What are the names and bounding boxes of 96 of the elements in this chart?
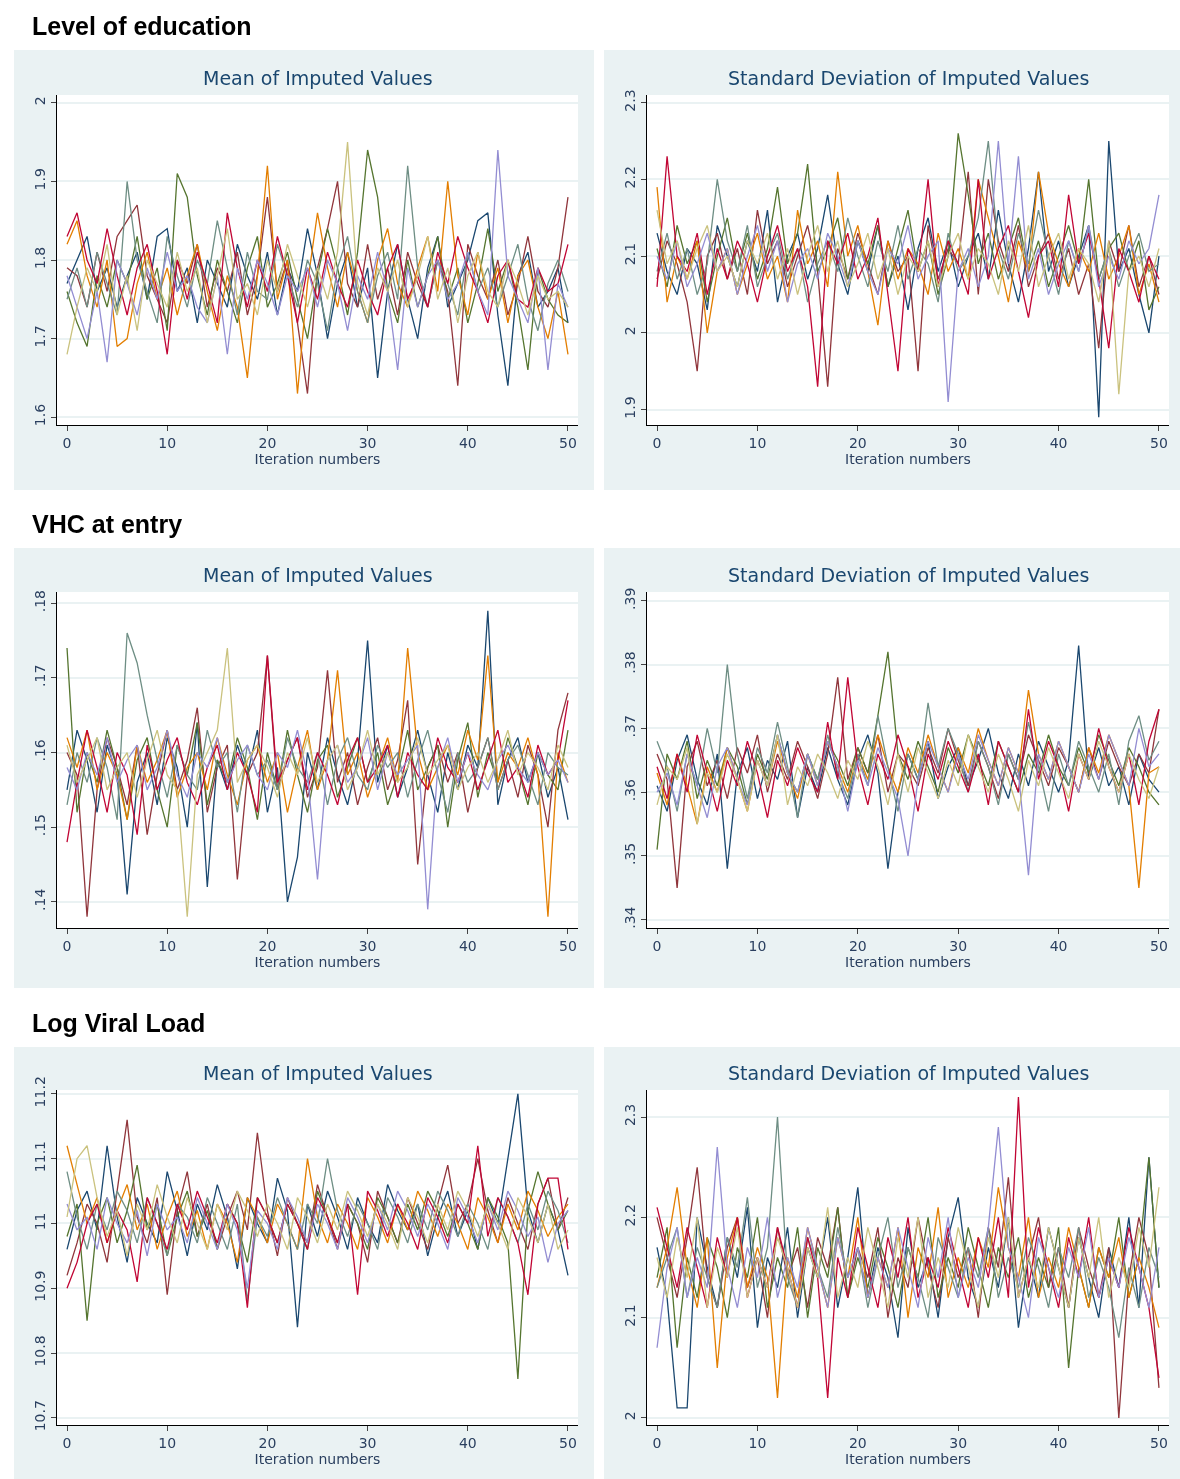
y-tick-label: 10.9 [32, 1270, 49, 1302]
x-tick-label: 0 [652, 1434, 662, 1451]
x-tick-label: 0 [62, 937, 72, 954]
line-series [66, 729, 569, 910]
y-tick-label: 10.8 [32, 1335, 49, 1367]
x-tick-label: 40 [1049, 434, 1068, 451]
text: VHC at entry [32, 510, 183, 538]
y-tick-label: 2 [622, 1411, 639, 1421]
x-tick-label: 40 [458, 937, 477, 954]
y-tick-label: .15 [32, 813, 49, 837]
x-tick-label: 40 [1049, 1434, 1068, 1451]
y-tick-label: 2.2 [622, 1204, 639, 1227]
x-axis-title: Iteration numbers [845, 1450, 971, 1467]
y-tick-label: .18 [32, 589, 49, 613]
x-tick-label: 20 [848, 434, 867, 451]
y-tick-label: 11 [32, 1212, 49, 1231]
x-tick-label: 50 [1150, 434, 1168, 451]
x-tick-label: 0 [62, 1434, 72, 1451]
x-tick-label: 0 [652, 937, 662, 954]
x-tick-label: 50 [559, 937, 577, 954]
x-axis-title: Iteration numbers [845, 450, 971, 467]
x-tick-label: 20 [258, 434, 277, 451]
x-axis-title: Iteration numbers [254, 953, 381, 970]
y-tick-label: 2.2 [622, 166, 639, 189]
line-series [656, 727, 1160, 876]
x-tick-label: 40 [458, 1434, 477, 1451]
y-tick-label: .14 [32, 888, 49, 911]
y-tick-label: .35 [622, 842, 639, 865]
y-tick-label: 2 [622, 326, 639, 336]
x-tick-label: 40 [458, 434, 477, 451]
y-tick-label: .36 [622, 778, 639, 802]
x-tick-label: 20 [258, 937, 277, 954]
chart-title: Standard Deviation of Imputed Values [728, 67, 1090, 89]
x-tick-label: 20 [848, 1434, 867, 1451]
x-tick-label: 20 [258, 1434, 277, 1451]
y-tick-label: 2.1 [622, 242, 639, 266]
x-tick-label: 30 [949, 434, 968, 451]
chart-title: Mean of Imputed Values [203, 1062, 433, 1084]
x-axis-title: Iteration numbers [845, 953, 971, 970]
y-tick-label: 11.1 [32, 1140, 49, 1173]
y-tick-label: 2 [32, 96, 49, 106]
y-tick-label: 1.9 [622, 396, 639, 419]
text: Level of education [32, 12, 252, 40]
line-series [66, 1119, 569, 1296]
x-axis-title: Iteration numbers [254, 450, 381, 467]
x-tick-label: 40 [1049, 937, 1068, 954]
x-tick-label: 30 [358, 1434, 377, 1451]
x-tick-label: 50 [1150, 937, 1168, 954]
x-tick-label: 30 [949, 937, 968, 954]
line-series [66, 165, 569, 332]
y-tick-label: .34 [622, 906, 639, 929]
line-series [656, 1186, 1160, 1309]
line-series [66, 1190, 569, 1289]
x-tick-label: 10 [748, 937, 767, 954]
x-tick-label: 0 [62, 434, 72, 451]
y-tick-label: 2.1 [622, 1304, 639, 1327]
x-tick-label: 10 [158, 434, 177, 451]
x-tick-label: 50 [559, 434, 577, 451]
line-series [66, 212, 569, 355]
y-tick-label: .37 [622, 715, 639, 738]
x-tick-label: 50 [559, 1434, 577, 1451]
x-axis-title: Iteration numbers [254, 1450, 381, 1467]
line-series [66, 212, 569, 387]
x-tick-label: 0 [652, 434, 662, 451]
y-tick-label: 2.3 [622, 1103, 639, 1127]
line-series [656, 209, 1160, 395]
y-tick-label: .38 [622, 651, 639, 674]
x-tick-label: 20 [848, 937, 867, 954]
y-tick-label: 1.6 [32, 403, 49, 427]
x-tick-label: 30 [358, 937, 377, 954]
x-tick-label: 30 [358, 434, 377, 451]
y-tick-label: 10.7 [32, 1400, 49, 1432]
line-series [66, 1093, 569, 1328]
y-tick-label: 1.7 [32, 325, 49, 348]
x-tick-label: 50 [1150, 1434, 1168, 1451]
x-tick-label: 30 [949, 1434, 968, 1451]
x-tick-label: 10 [748, 434, 767, 451]
x-tick-label: 10 [158, 1434, 177, 1451]
line-series [656, 171, 1160, 334]
y-tick-label: 1.8 [32, 246, 49, 270]
y-tick-label: .17 [32, 664, 49, 687]
chart-title: Standard Deviation of Imputed Values [728, 1062, 1090, 1084]
y-tick-label: .16 [32, 739, 49, 762]
y-tick-label: 2.3 [622, 89, 639, 112]
text: Log Viral Load [32, 1009, 206, 1037]
line-series [66, 610, 569, 903]
y-tick-label: 1.9 [32, 168, 49, 191]
y-tick-label: 11.2 [32, 1076, 49, 1108]
x-tick-label: 10 [158, 937, 177, 954]
line-series [656, 734, 1160, 825]
line-series [656, 1096, 1160, 1399]
chart-title: Mean of Imputed Values [203, 564, 433, 586]
y-tick-label: .39 [622, 587, 639, 610]
x-tick-label: 10 [748, 1434, 767, 1451]
chart-title: Mean of Imputed Values [203, 67, 433, 89]
chart-title: Standard Deviation of Imputed Values [728, 564, 1090, 586]
